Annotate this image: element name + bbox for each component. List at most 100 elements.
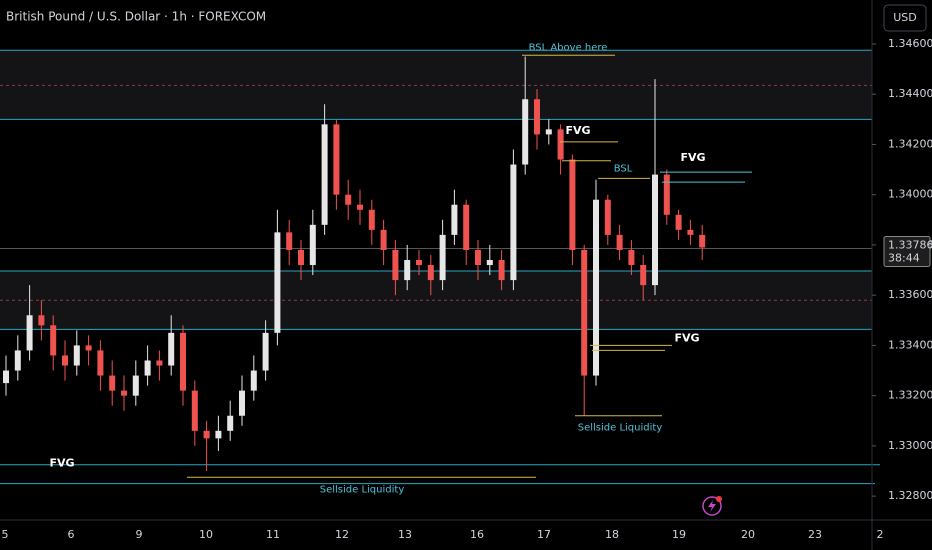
candle-body [227,415,234,431]
x-tick-label: 10 [199,528,213,541]
alert-icon[interactable] [702,496,722,516]
candle-body [652,174,658,286]
y-tick-label: 1.33200 [888,389,932,402]
x-tick-label: 13 [398,528,412,541]
candle-body [439,234,446,281]
x-tick-label: 9 [136,528,143,541]
annotation-label: FVG [565,124,590,137]
candle-body [132,375,139,396]
candle-body [156,360,163,366]
candle-body [357,204,363,210]
candle-body [368,209,375,230]
annotation-label: FVG [49,457,74,470]
candle-body [475,249,481,266]
candle-body [604,199,611,235]
candle-body [50,325,57,356]
candle-body [109,375,116,391]
candle-body [3,370,9,384]
last-price-badge [883,235,931,267]
candle-body [262,332,269,371]
x-tick-label: 23 [808,528,822,541]
countdown-label: 38:44 [888,251,920,264]
x-tick-label: 20 [741,528,755,541]
candle-body [239,390,245,416]
annotation-label: BSL [614,163,633,174]
annotation-label: Sellside Liquidity [578,423,663,434]
candle-body [534,99,540,135]
y-tick-label: 1.34600 [888,37,932,50]
candle-body [427,265,434,281]
candle-body [250,370,257,391]
symbol-title: British Pound / U.S. Dollar · 1h · FOREX… [6,10,266,24]
candle-body [38,315,45,326]
x-tick-label: 16 [470,528,484,541]
x-tick-label: 12 [335,528,349,541]
candle-body [557,129,564,160]
candle-body [14,350,21,371]
candle-body [203,430,210,439]
candle-body [616,234,623,250]
currency-label[interactable]: USD [893,11,917,24]
zone [0,271,872,330]
candle-body [510,164,517,281]
x-tick-label: 5 [2,528,9,541]
candle-body [180,332,186,391]
x-tick-label: 6 [68,528,75,541]
candle-body [675,214,682,230]
candle-body [581,249,588,376]
candle-body [144,360,151,376]
candle-body [404,260,411,281]
x-tick-label: 2 [877,528,884,541]
zone [0,50,872,120]
candle-body [392,249,399,281]
candle-body [333,124,340,195]
y-tick-label: 1.34000 [888,188,932,201]
candle-body [97,350,104,376]
candle-body [663,174,670,215]
candle-body [628,249,635,266]
candle-body [545,129,552,135]
candle-body [463,204,470,250]
candle-body [215,430,222,439]
candle-body [168,332,175,366]
candle-body [451,204,458,235]
y-tick-label: 1.33600 [888,288,932,301]
y-tick-label: 1.33000 [888,439,932,452]
candle-body [62,355,68,366]
candle-body [286,232,293,250]
y-tick-label: 1.34400 [888,87,932,100]
currency-button[interactable] [883,4,927,32]
candle-body [522,99,529,165]
candle-body [321,124,328,225]
alert-bolt [708,500,716,512]
candle-body [309,224,316,266]
y-tick-label: 1.33400 [888,338,932,351]
candle-body [486,260,493,266]
candle-body [498,260,505,281]
annotation-label: FVG [674,331,699,344]
candle-body [345,194,352,205]
candle-body [191,390,198,431]
candle-body [26,315,33,351]
candle-body [380,229,387,250]
y-tick-label: 1.32800 [888,489,932,502]
alert-dot [716,496,722,502]
candle-body [274,232,281,333]
candle-body [85,345,92,351]
x-tick-label: 11 [266,528,280,541]
x-tick-label: 19 [672,528,686,541]
candle-body [699,234,706,248]
candle-body [593,199,599,376]
plot-area: BSL Above here FVG BSL FVG FVG Sellside Liqui… [0,42,880,495]
annotation-label: Sellside Liquidity [320,484,405,495]
annotation-label: FVG [680,151,705,164]
candle-body [121,390,127,396]
annotation-label: BSL Above here [529,42,608,53]
candle-body [640,265,647,286]
candle-body [73,345,80,366]
last-price-label: 1.33786 [888,238,932,251]
candle-body [298,249,304,266]
x-tick-label: 18 [605,528,619,541]
y-tick-label: 1.34200 [888,137,932,150]
